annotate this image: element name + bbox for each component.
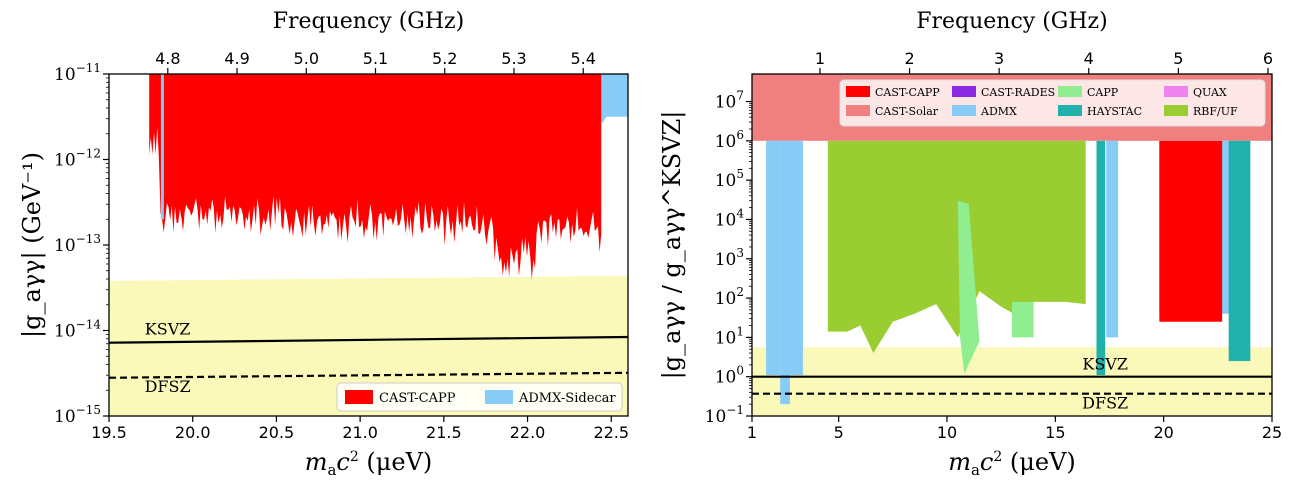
y-tick-label: 102	[715, 285, 744, 309]
x-tick-label: 20	[1153, 423, 1173, 442]
cast-capp-region	[149, 74, 602, 280]
legend-label: RBF/UF	[1193, 105, 1238, 118]
top-tick-label: 5.0	[294, 49, 319, 68]
ksvz-label: KSVZ	[1082, 355, 1128, 374]
legend-label: CAST-RADES	[981, 86, 1055, 99]
region-capp	[1012, 301, 1034, 338]
theory-band	[109, 275, 628, 416]
legend-swatch	[952, 86, 976, 97]
plot-frame	[751, 73, 1273, 417]
x-tick-label: 10	[937, 423, 957, 442]
top-tick-label: 6	[1263, 49, 1273, 68]
x-tick-label: 20.0	[175, 423, 211, 442]
top-tick-label: 5.3	[501, 49, 526, 68]
y-tick-label: 104	[715, 206, 745, 230]
chart-panel-1: KSVZ DFSZ 19.5 20.0 20.5 21.0 21.5 22.0 22.5 4.8 4…	[18, 9, 629, 479]
y-tick-label: 100	[715, 364, 744, 388]
region-rbf-uf	[827, 140, 1086, 354]
top-tick-label: 3	[994, 49, 1004, 68]
y-tick-label: 10−11	[54, 61, 101, 85]
y-tick-label: 10−15	[54, 403, 101, 427]
ksvz-line	[109, 335, 628, 344]
top-tick-label: 2	[904, 49, 914, 68]
legend-swatch	[1164, 86, 1188, 97]
region-haystac	[1096, 140, 1106, 376]
legend-swatch	[1058, 105, 1082, 116]
x-tick-label: 5	[834, 423, 844, 442]
dfsz-label: DFSZ	[1082, 394, 1128, 413]
plot-area	[752, 74, 1272, 416]
y-tick-label: 10−1	[705, 403, 744, 427]
legend-swatch	[952, 105, 976, 116]
ksvz-label: KSVZ	[145, 320, 191, 339]
x-tick-label: 20.5	[259, 423, 295, 442]
plot-area	[109, 74, 628, 416]
legend-label: ADMX	[980, 105, 1017, 118]
legend-swatch	[846, 86, 870, 97]
y-tick-label: 10−14	[54, 318, 101, 342]
region-capp	[957, 200, 980, 374]
theory-band	[752, 347, 1272, 416]
y-tick-label: 10−13	[54, 232, 101, 256]
legend-label: ADMX-Sidecar	[518, 391, 616, 406]
legend: CAST-CAPP CAST-Solar CAST-RADES ADMX CAPP HAY…	[839, 79, 1266, 127]
top-tick-label: 5.4	[571, 49, 596, 68]
top-tick-label: 4.8	[155, 49, 180, 68]
legend-label: CAST-Solar	[875, 105, 939, 118]
legend-swatch	[345, 390, 373, 404]
legend: CAST-CAPP ADMX-Sidecar	[336, 382, 623, 412]
y-tick-label: 101	[715, 324, 744, 348]
legend-label: HAYSTAC	[1087, 105, 1142, 118]
region-admx	[1106, 140, 1119, 338]
legend-label: CAST-CAPP	[875, 86, 940, 99]
x-tick-label: 19.5	[91, 423, 127, 442]
y-tick-label: 103	[715, 246, 744, 270]
x-tick-label: 22.0	[510, 423, 546, 442]
dfsz-label: DFSZ	[145, 377, 191, 396]
top-tick-label: 5	[1173, 49, 1183, 68]
x-tick-label: 25	[1262, 423, 1282, 442]
region-admx	[766, 140, 781, 376]
top-tick-label: 5.2	[432, 49, 457, 68]
legend-label: CAPP	[1087, 86, 1119, 99]
x-tick-label: 1	[747, 423, 757, 442]
top-tick-label: 1	[815, 49, 825, 68]
x-tick-label: 21.5	[426, 423, 462, 442]
region-cast-capp	[1159, 140, 1223, 322]
x-axis-title: mac2 (μeV)	[305, 448, 433, 479]
x-tick-label: 21.0	[342, 423, 378, 442]
legend-label: QUAX	[1193, 86, 1227, 99]
top-axis-title: Frequency (GHz)	[273, 9, 465, 34]
legend-box	[336, 382, 623, 412]
legend-box	[839, 79, 1266, 127]
y-axis-title: |g_aγγ| (GeV⁻¹)	[18, 152, 47, 338]
legend-swatch	[485, 390, 513, 404]
dfsz-line	[109, 371, 628, 379]
region-admx	[780, 140, 790, 405]
region-admx	[789, 140, 803, 376]
y-tick-label: 105	[715, 167, 744, 191]
y-tick-label: 106	[715, 128, 744, 152]
y-axis-title: |g_aγγ / g_aγγ^KSVZ|	[658, 111, 687, 380]
region-haystac	[1228, 140, 1251, 362]
legend-swatch	[1058, 86, 1082, 97]
admx-sidecar-overlay	[160, 74, 164, 220]
top-axis-title: Frequency (GHz)	[916, 9, 1108, 34]
x-axis-title: mac2 (μeV)	[948, 448, 1076, 479]
x-tick-label: 22.5	[593, 423, 629, 442]
top-tick-label: 4.9	[224, 49, 249, 68]
x-tick-label: 15	[1045, 423, 1065, 442]
legend-swatch	[846, 105, 870, 116]
top-tick-label: 4	[1084, 49, 1094, 68]
y-tick-label: 107	[715, 89, 744, 113]
legend-label: CAST-CAPP	[379, 391, 456, 406]
top-tick-label: 5.1	[363, 49, 388, 68]
legend-swatch	[1164, 105, 1188, 116]
y-tick-label: 10−12	[54, 147, 101, 171]
